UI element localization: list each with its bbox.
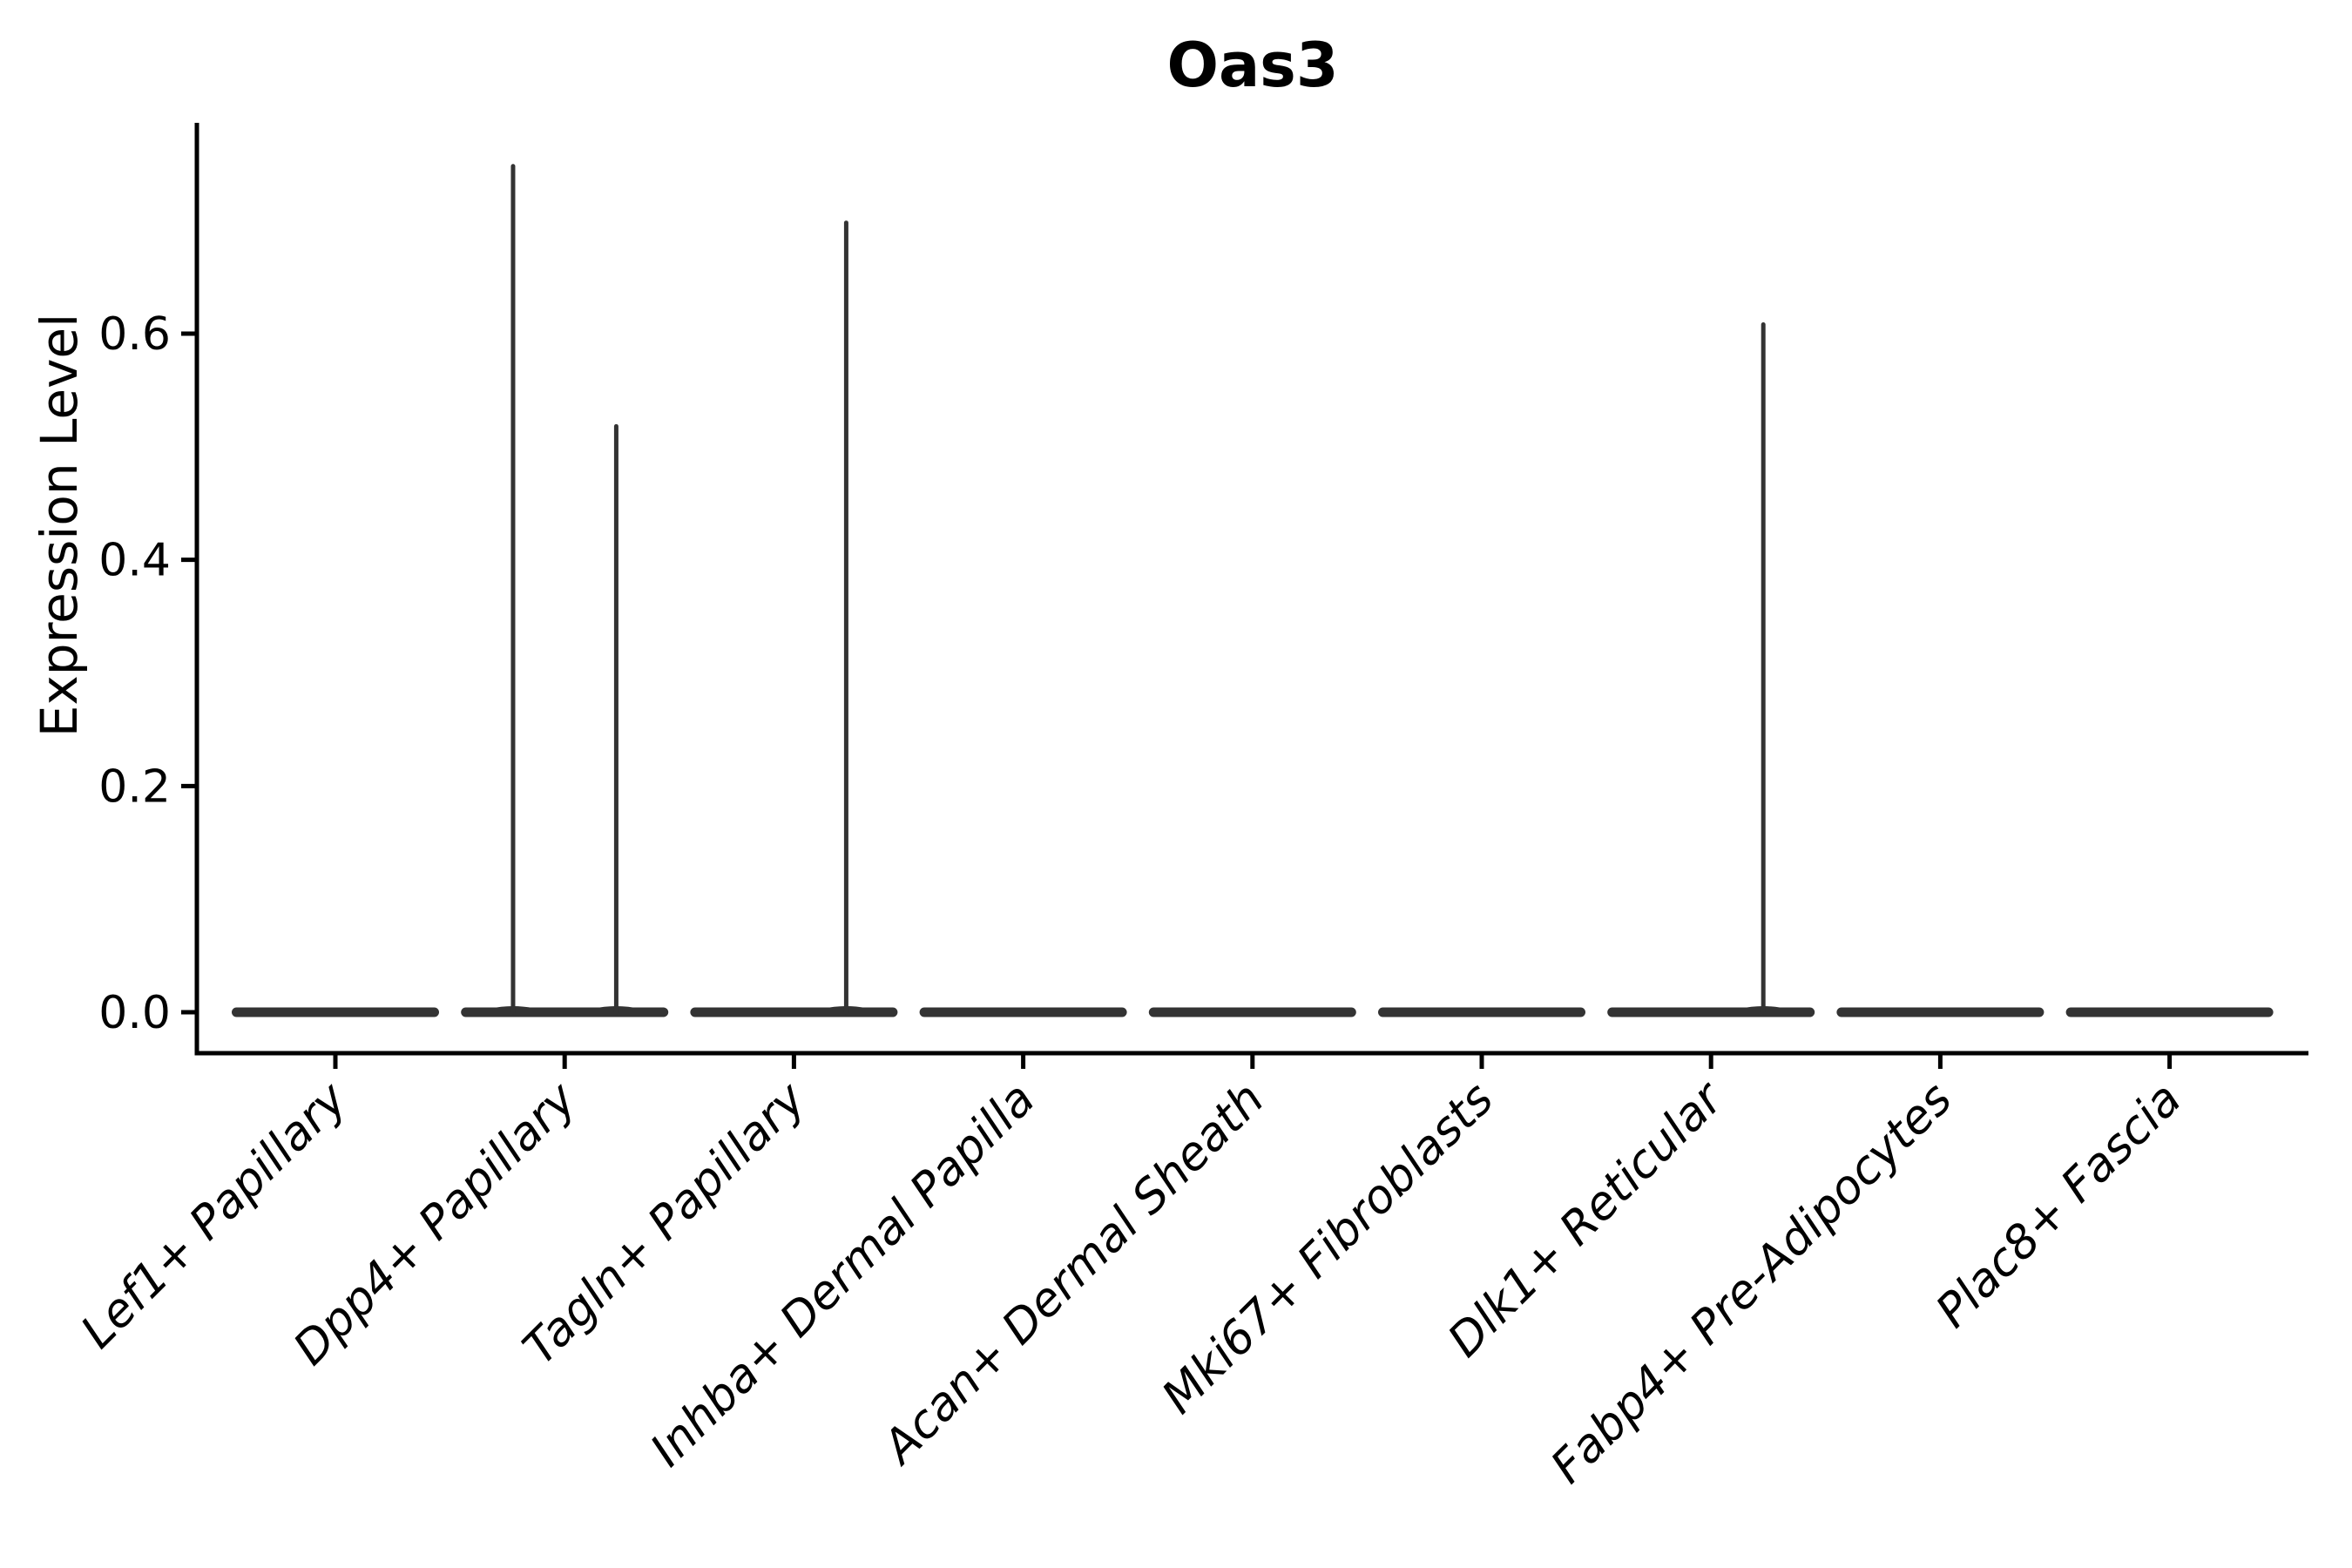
y-tick-label-0.6: 0.6 (98, 308, 171, 361)
y-tick-label-0.2: 0.2 (98, 760, 171, 813)
violin-acan-dermal-sheath (1148, 1007, 1356, 1017)
x-tick-label-acan-dermal-sheath: Acan+ Dermal Sheath (871, 1072, 1274, 1476)
y-tick-label-0.4: 0.4 (98, 535, 171, 587)
violin-base-bar (2065, 1007, 2274, 1017)
violin-inhba-dermal-papilla (919, 1007, 1127, 1017)
violin-plac8-fascia (2065, 1007, 2274, 1017)
y-tick-label-0.0: 0.0 (98, 987, 171, 1039)
violin-lef1-papillary (232, 1007, 439, 1017)
x-tick-label-plac8-fascia: Plac8+ Fascia (1926, 1072, 2192, 1338)
violin-base-bar (232, 1007, 439, 1017)
violin-tagln-papillary (690, 220, 898, 1017)
violin-base-bar (1378, 1007, 1585, 1017)
violin-mki67-fibroblasts (1378, 1007, 1585, 1017)
violin-base-bar (919, 1007, 1127, 1017)
chart-title: Oas3 (1166, 30, 1338, 101)
x-tick-label-fabp4-pre-adipocytes: Fabp4+ Pre-Adipocytes (1541, 1072, 1963, 1494)
y-axis-label: Expression Level (30, 314, 89, 737)
violin-base-bar (1607, 1007, 1815, 1017)
violin-layer (232, 164, 2274, 1017)
violin-base-bar (1836, 1007, 2044, 1017)
violin-base-bar (461, 1007, 669, 1017)
x-tick-label-inhba-dermal-papilla: Inhba+ Dermal Papilla (640, 1072, 1044, 1477)
violin-dpp4-papillary (461, 164, 669, 1017)
violin-base-bar (690, 1007, 898, 1017)
violin-dlk1-reticular (1607, 322, 1815, 1017)
violin-base-bar (1148, 1007, 1356, 1017)
violin-fabp4-pre-adipocytes (1836, 1007, 2044, 1017)
